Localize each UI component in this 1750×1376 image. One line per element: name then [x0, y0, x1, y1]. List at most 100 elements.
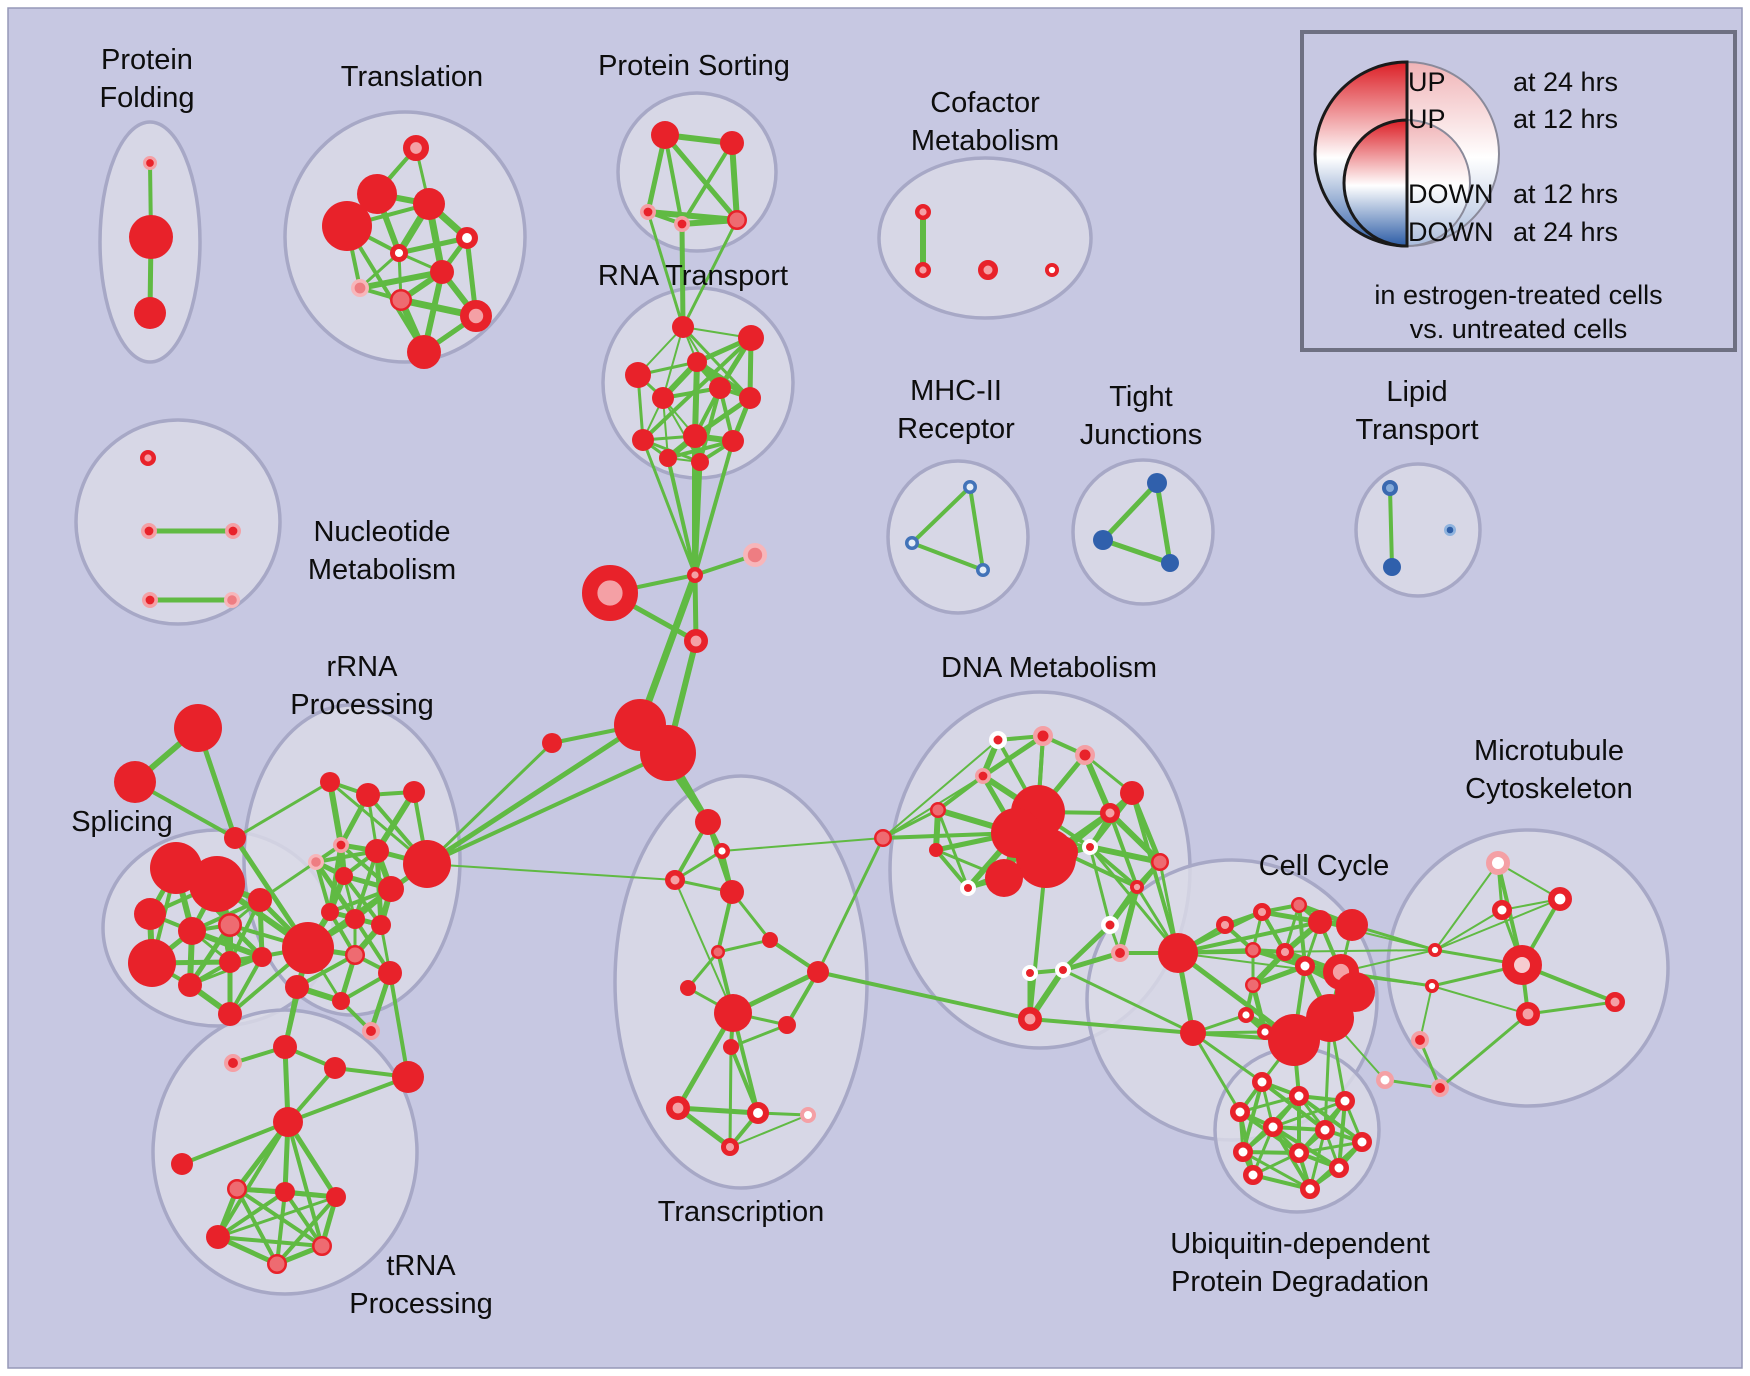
gene-node-rr10 [321, 903, 339, 921]
gene-node-cc4 [1308, 910, 1332, 934]
edge [641, 438, 697, 577]
edge [1100, 537, 1173, 566]
edge [1100, 480, 1160, 543]
edge [1088, 845, 1180, 955]
gene-node-sp3 [134, 898, 166, 930]
legend-box: UP at 24 hrs UP at 12 hrs DOWN at 12 hrs… [1300, 30, 1737, 352]
cluster-ellipse-lipid-transport [1354, 462, 1482, 598]
gene-node-nm3 [225, 522, 242, 539]
gene-node-sp7 [178, 973, 202, 997]
gene-node-tr8 [267, 1254, 287, 1274]
edge [1238, 1094, 1301, 1114]
edge [396, 235, 470, 256]
gene-node-cc11 [1237, 1007, 1254, 1024]
edge [1383, 1078, 1442, 1090]
gene-node-dn20 [1046, 836, 1078, 868]
gene-node-rt2 [738, 325, 764, 351]
gene-node-d0 [874, 829, 892, 847]
gene-node-mt3 [1492, 900, 1512, 920]
edge [425, 751, 670, 866]
gene-node-rt11 [659, 449, 677, 467]
edge [180, 1120, 290, 1166]
edge [728, 1045, 733, 1149]
gene-node-rt3 [625, 362, 651, 388]
gene-node-tj2 [1093, 530, 1113, 550]
gene-node-u8 [1233, 1142, 1253, 1162]
edge [1297, 1140, 1364, 1155]
gene-node-rr7 [335, 867, 353, 885]
legend-node-diagram [1313, 60, 1500, 248]
edge [675, 1105, 761, 1116]
edge [216, 1235, 324, 1248]
edge [980, 733, 1046, 779]
legend-footer-line2: vs. untreated cells [1409, 314, 1628, 344]
gene-node-u10 [1329, 1158, 1349, 1178]
gene-node-ps1 [651, 121, 679, 149]
edge [1191, 1031, 1264, 1084]
edge [1154, 480, 1173, 566]
gene-node-u3 [1335, 1091, 1355, 1111]
gene-node-tl9 [390, 289, 412, 311]
edge [681, 325, 752, 400]
gene-node-ch1 [223, 1054, 242, 1073]
gene-node-dn15 [1130, 879, 1145, 894]
gene-node-u12 [1300, 1179, 1320, 1199]
gene-node-tri2 [114, 761, 156, 803]
edge [934, 848, 970, 890]
gene-node-tr1 [273, 1107, 303, 1137]
gene-node-mh3 [976, 563, 990, 577]
gene-node-co2 [743, 543, 768, 568]
edge [1434, 862, 1499, 951]
edge [1028, 1017, 1195, 1035]
gene-node-tr7 [312, 1236, 332, 1256]
gene-node-ps4 [673, 216, 690, 233]
gene-node-pf2 [129, 215, 173, 259]
gene-node-tx15 [807, 961, 829, 983]
edge [216, 1120, 290, 1239]
edge [1260, 1080, 1327, 1132]
gene-node-u7 [1352, 1132, 1372, 1152]
edge [1526, 1000, 1617, 1016]
edge [729, 1045, 760, 1115]
edge [275, 1195, 338, 1266]
gene-node-dn21 [1151, 853, 1169, 871]
gene-node-cc10 [1245, 977, 1261, 993]
gene-node-cc3 [1291, 897, 1307, 913]
gene-node-rr4 [332, 836, 349, 853]
gene-node-rr16 [378, 961, 402, 985]
gene-node-rr11 [345, 909, 365, 929]
gene-node-mt2 [1548, 886, 1573, 911]
gene-node-mt6 [1502, 945, 1542, 985]
edge [275, 1190, 287, 1266]
gene-node-pf3 [134, 297, 166, 329]
gene-node-ps5 [727, 210, 747, 230]
legend-direction: UP [1408, 67, 1446, 97]
gene-node-mt9 [1411, 1031, 1430, 1050]
gene-node-dn22 [1101, 916, 1119, 934]
legend-footer: in estrogen-treated cells vs. untreated … [1304, 278, 1733, 346]
gene-node-sp6 [128, 939, 176, 987]
gene-node-cf3 [978, 260, 998, 280]
gene-node-nm2 [141, 522, 158, 539]
cluster-ellipse-mhc-ii-receptor [886, 459, 1030, 615]
edge [693, 439, 735, 577]
gene-node-u9 [1289, 1143, 1309, 1163]
gene-node-nm5 [224, 591, 241, 608]
gene-node-sp10 [218, 1002, 242, 1026]
edge [425, 741, 554, 866]
gene-node-tr4 [275, 1182, 295, 1202]
edge [327, 779, 344, 848]
edge [910, 541, 985, 572]
edge [357, 269, 445, 291]
edge [663, 133, 684, 226]
edge [692, 459, 703, 578]
gene-node-tj3 [1161, 554, 1179, 572]
legend-direction: DOWN [1408, 217, 1494, 247]
edge [1434, 909, 1503, 951]
gene-node-tx13 [800, 1107, 816, 1123]
edge [216, 1195, 338, 1239]
gene-node-rt5 [709, 377, 731, 399]
edge [636, 571, 699, 729]
gene-node-cc5 [1336, 909, 1368, 941]
